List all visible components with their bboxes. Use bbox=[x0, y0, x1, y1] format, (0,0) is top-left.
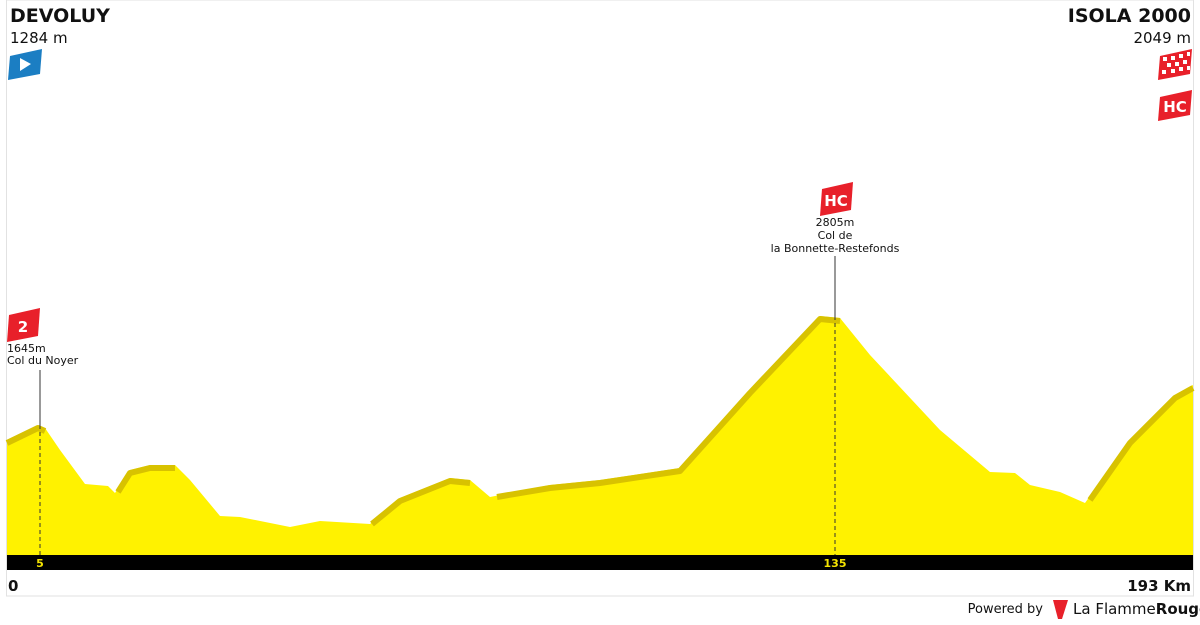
finish-flag bbox=[1158, 49, 1192, 80]
climb-name: la Bonnette-Restefonds bbox=[771, 242, 900, 255]
climb-altitude: 2805m bbox=[816, 216, 855, 229]
profile-area bbox=[7, 316, 1193, 555]
brand-logo bbox=[1053, 600, 1068, 619]
climb-category: HC bbox=[824, 192, 848, 210]
climb-km: 5 bbox=[36, 557, 44, 570]
profile-ridge bbox=[5, 316, 1195, 527]
finish-name: ISOLA 2000 bbox=[1068, 5, 1191, 27]
distance-bar bbox=[7, 555, 1193, 570]
brand: La FlammeRouge bbox=[1073, 600, 1200, 618]
start-name: DEVOLUY bbox=[10, 5, 110, 27]
climb-category: 2 bbox=[18, 318, 28, 336]
start-elevation: 1284 m bbox=[10, 29, 68, 47]
climb-km: 135 bbox=[824, 557, 847, 570]
start-icon bbox=[20, 58, 31, 71]
climb-name: Col de bbox=[818, 229, 853, 242]
frame bbox=[6, 0, 1194, 597]
brand-bold: Rouge bbox=[1156, 600, 1200, 618]
powered-by: Powered by bbox=[968, 602, 1044, 617]
climb-flag bbox=[820, 182, 853, 216]
finish-category: HC bbox=[1163, 98, 1187, 116]
brand-light: La Flamme bbox=[1073, 600, 1156, 618]
finish-elevation: 2049 m bbox=[1133, 29, 1191, 47]
climb-name: Col du Noyer bbox=[7, 354, 79, 367]
distance-end: 193 Km bbox=[1127, 577, 1191, 595]
distance-start: 0 bbox=[8, 577, 18, 595]
climb-altitude: 1645m bbox=[7, 342, 46, 355]
climb-flag bbox=[7, 308, 40, 342]
finish-category-flag bbox=[1158, 90, 1192, 121]
